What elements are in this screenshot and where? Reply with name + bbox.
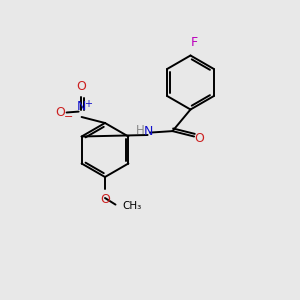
Text: N: N	[76, 100, 86, 113]
Text: N: N	[144, 125, 153, 138]
Text: CH₃: CH₃	[122, 201, 141, 211]
Text: H: H	[136, 124, 145, 137]
Text: O: O	[195, 131, 204, 145]
Text: O: O	[76, 80, 86, 93]
Text: O: O	[100, 193, 110, 206]
Text: −: −	[64, 112, 74, 122]
Text: O: O	[56, 106, 65, 119]
Text: F: F	[190, 36, 198, 49]
Text: +: +	[84, 99, 92, 109]
